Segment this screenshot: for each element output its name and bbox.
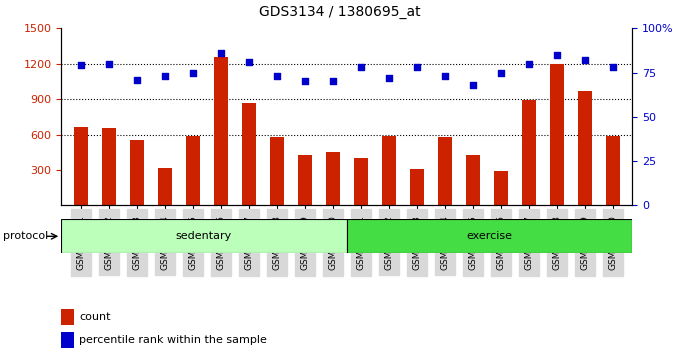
- Point: [467, 82, 478, 88]
- Bar: [61, 309, 73, 325]
- Bar: [438, 137, 452, 205]
- Point: [384, 75, 394, 81]
- Point: [607, 64, 618, 70]
- Text: sedentary: sedentary: [176, 231, 232, 241]
- Point: [356, 64, 367, 70]
- Point: [524, 61, 534, 67]
- Point: [327, 79, 338, 84]
- Point: [495, 70, 506, 75]
- Point: [75, 63, 86, 68]
- Bar: [74, 127, 88, 205]
- Text: exercise: exercise: [466, 231, 513, 241]
- Bar: [466, 155, 480, 205]
- Bar: [326, 152, 340, 205]
- Point: [243, 59, 254, 65]
- Bar: [550, 64, 564, 205]
- Bar: [102, 128, 116, 205]
- Bar: [242, 103, 256, 205]
- Point: [551, 52, 562, 58]
- Bar: [606, 136, 619, 205]
- Text: protocol: protocol: [3, 231, 49, 241]
- Bar: [494, 171, 508, 205]
- Point: [159, 73, 170, 79]
- Bar: [158, 167, 172, 205]
- Point: [216, 50, 226, 56]
- Point: [188, 70, 199, 75]
- Point: [579, 57, 590, 63]
- Bar: [130, 140, 143, 205]
- Bar: [522, 100, 536, 205]
- Point: [271, 73, 282, 79]
- Text: count: count: [80, 312, 111, 322]
- Point: [411, 64, 422, 70]
- Point: [299, 79, 310, 84]
- Bar: [381, 136, 396, 205]
- Point: [131, 77, 142, 82]
- Bar: [347, 219, 632, 253]
- Point: [439, 73, 450, 79]
- Bar: [270, 137, 284, 205]
- Bar: [61, 219, 347, 253]
- Bar: [186, 136, 200, 205]
- Text: percentile rank within the sample: percentile rank within the sample: [80, 335, 267, 346]
- Bar: [61, 332, 73, 348]
- Bar: [578, 91, 592, 205]
- Bar: [410, 169, 424, 205]
- Point: [103, 61, 114, 67]
- Text: GDS3134 / 1380695_at: GDS3134 / 1380695_at: [259, 5, 421, 19]
- Bar: [354, 158, 368, 205]
- Bar: [298, 155, 312, 205]
- Bar: [214, 57, 228, 205]
